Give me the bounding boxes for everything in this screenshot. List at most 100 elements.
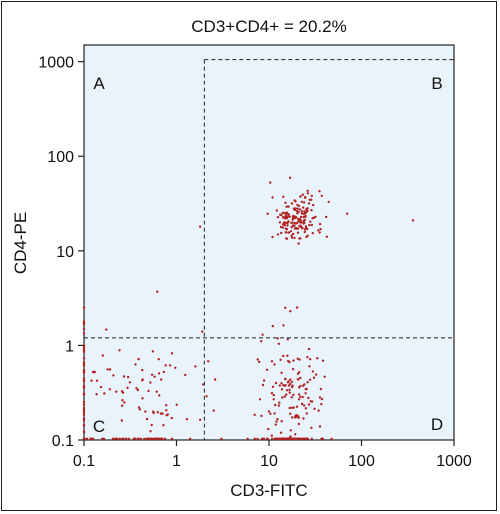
- data-point: [99, 385, 103, 389]
- data-point: [141, 368, 144, 372]
- data-point: [149, 381, 152, 384]
- data-point: [121, 391, 125, 394]
- data-point: [284, 201, 287, 204]
- data-point: [287, 205, 290, 208]
- data-point: [270, 434, 273, 437]
- data-point: [128, 381, 132, 384]
- data-point: [159, 412, 163, 415]
- data-point: [102, 437, 106, 440]
- data-point: [289, 310, 292, 313]
- data-point: [284, 377, 287, 381]
- data-point: [82, 379, 86, 382]
- data-point: [82, 346, 86, 350]
- data-point: [318, 425, 322, 428]
- data-point: [290, 234, 293, 237]
- data-point: [317, 409, 320, 412]
- data-point: [287, 384, 291, 387]
- data-point: [153, 375, 156, 378]
- data-point: [300, 200, 303, 203]
- data-point: [122, 375, 126, 378]
- data-point: [121, 437, 125, 440]
- chart-title: CD3+CD4+ = 20.2%: [191, 17, 346, 36]
- data-point: [136, 388, 140, 392]
- data-point: [82, 409, 86, 412]
- data-point: [297, 393, 301, 396]
- data-point: [281, 216, 285, 219]
- data-points: [82, 176, 415, 440]
- data-point: [289, 429, 292, 432]
- data-point: [285, 228, 289, 231]
- data-point: [161, 437, 164, 440]
- data-point: [85, 437, 89, 440]
- data-point: [82, 350, 86, 353]
- data-point: [299, 395, 302, 398]
- data-point: [288, 215, 291, 218]
- data-point: [317, 229, 320, 232]
- data-point: [162, 424, 165, 427]
- data-point: [132, 437, 136, 440]
- data-point: [325, 215, 328, 219]
- data-point: [91, 437, 95, 440]
- data-point: [260, 414, 263, 418]
- data-point: [150, 423, 153, 427]
- data-point: [325, 235, 328, 238]
- data-point: [297, 386, 301, 389]
- data-point: [283, 437, 286, 440]
- data-point: [168, 364, 172, 367]
- y-tick-label: 1: [65, 338, 74, 355]
- data-point: [281, 211, 285, 214]
- data-point: [154, 437, 157, 440]
- data-point: [124, 437, 127, 440]
- y-tick-label: 0.1: [52, 433, 74, 450]
- data-point: [145, 417, 149, 421]
- data-point: [198, 225, 202, 228]
- data-point: [276, 337, 279, 340]
- data-point: [281, 396, 284, 399]
- data-point: [285, 237, 289, 240]
- data-point: [284, 215, 287, 218]
- data-point: [289, 412, 292, 415]
- data-point: [290, 202, 294, 205]
- data-point: [201, 330, 204, 333]
- data-point: [143, 437, 146, 440]
- data-point: [112, 437, 116, 440]
- data-point: [323, 375, 326, 378]
- data-point: [82, 403, 86, 406]
- data-point: [271, 385, 275, 388]
- data-point: [293, 208, 296, 212]
- data-point: [283, 384, 286, 387]
- data-point: [294, 414, 297, 417]
- data-point: [282, 195, 285, 198]
- data-point: [135, 387, 138, 390]
- data-point: [120, 404, 124, 407]
- data-point: [160, 378, 163, 381]
- data-point: [118, 349, 121, 352]
- data-point: [82, 437, 86, 440]
- data-point: [280, 382, 283, 385]
- data-point: [253, 413, 256, 416]
- data-point: [262, 437, 265, 440]
- data-point: [82, 321, 86, 325]
- data-point: [280, 231, 283, 235]
- data-point: [164, 364, 167, 367]
- data-point: [284, 231, 287, 234]
- data-point: [293, 236, 296, 240]
- data-point: [120, 419, 124, 422]
- data-point: [306, 234, 309, 237]
- data-point: [276, 233, 280, 236]
- data-point: [185, 418, 189, 421]
- data-point: [121, 399, 124, 402]
- data-point: [137, 437, 140, 440]
- data-point: [295, 437, 298, 440]
- data-point: [220, 437, 223, 440]
- y-axis-title: CD4-PE: [11, 212, 30, 274]
- data-point: [330, 437, 333, 440]
- data-point: [256, 358, 259, 361]
- data-point: [275, 420, 278, 423]
- data-point: [150, 437, 153, 440]
- data-point: [90, 379, 93, 382]
- data-point: [302, 206, 305, 209]
- data-point: [95, 393, 98, 396]
- data-point: [299, 225, 302, 228]
- data-point: [310, 426, 313, 429]
